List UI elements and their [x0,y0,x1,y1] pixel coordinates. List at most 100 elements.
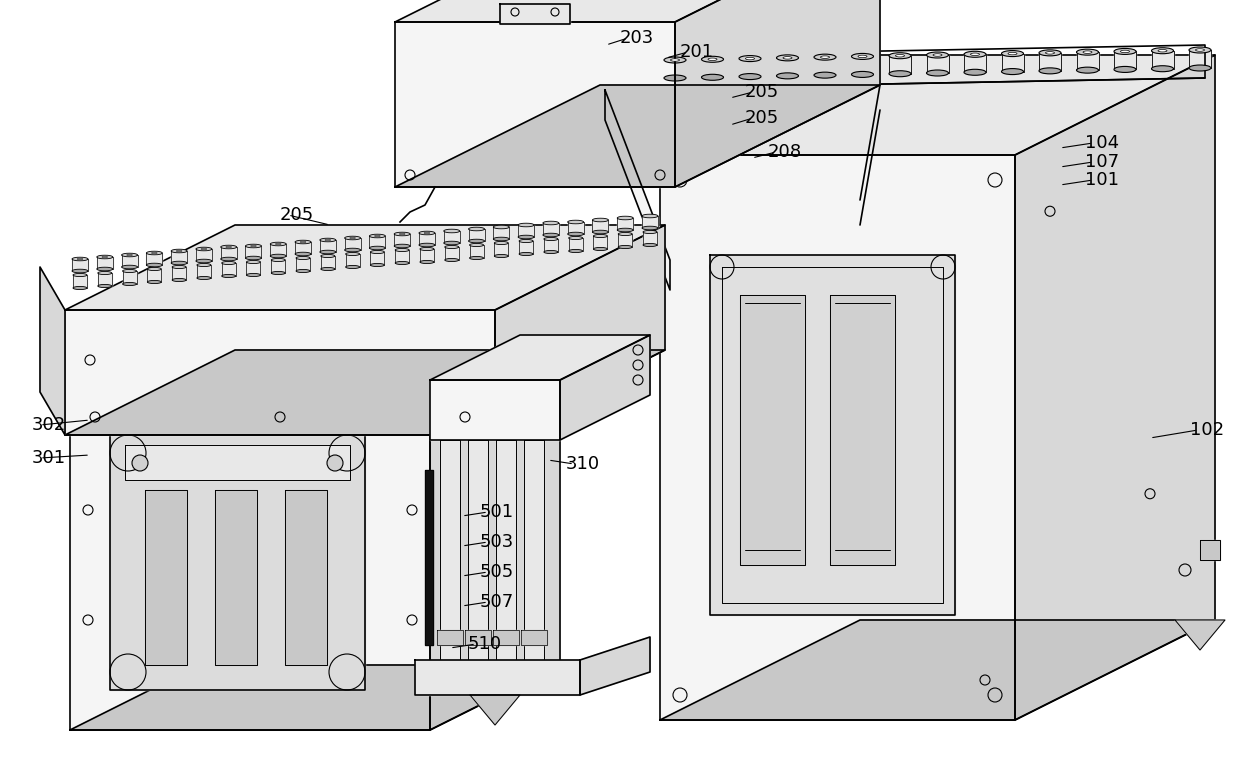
Ellipse shape [123,270,136,273]
Polygon shape [345,238,361,250]
Ellipse shape [196,247,212,251]
Polygon shape [270,244,286,256]
Ellipse shape [889,71,911,77]
Ellipse shape [445,259,459,262]
Polygon shape [110,435,365,690]
Ellipse shape [394,232,410,236]
Polygon shape [702,60,723,78]
Polygon shape [619,234,632,247]
Ellipse shape [221,257,237,261]
Ellipse shape [295,240,311,244]
Polygon shape [320,240,336,252]
Ellipse shape [374,235,381,237]
Ellipse shape [663,57,686,63]
Polygon shape [272,260,285,273]
Text: 205: 205 [280,206,314,224]
Ellipse shape [320,238,336,241]
Ellipse shape [98,271,112,274]
Polygon shape [445,247,459,260]
Ellipse shape [569,249,583,252]
Text: 503: 503 [480,533,515,551]
Polygon shape [543,223,559,235]
Polygon shape [215,490,257,665]
Ellipse shape [852,71,873,78]
Text: 201: 201 [680,43,714,61]
Ellipse shape [1114,67,1136,72]
Polygon shape [125,445,350,480]
Ellipse shape [196,260,212,263]
Circle shape [131,455,148,471]
Polygon shape [97,257,113,269]
Ellipse shape [345,249,361,252]
Polygon shape [246,246,262,258]
Ellipse shape [97,267,113,270]
Polygon shape [1200,540,1220,560]
Polygon shape [69,665,560,730]
Ellipse shape [345,236,361,240]
Polygon shape [1152,51,1173,69]
Ellipse shape [1158,49,1167,52]
Polygon shape [470,695,520,725]
Polygon shape [321,256,335,269]
Text: 302: 302 [32,416,66,434]
Ellipse shape [247,260,260,263]
Ellipse shape [594,248,608,251]
Ellipse shape [1039,50,1061,56]
Ellipse shape [295,252,311,256]
Ellipse shape [671,59,680,61]
Ellipse shape [98,285,112,288]
Ellipse shape [619,245,632,249]
Ellipse shape [494,225,510,229]
Text: 208: 208 [768,143,802,161]
Polygon shape [580,637,650,695]
Polygon shape [568,222,584,234]
Ellipse shape [396,261,409,264]
Ellipse shape [926,70,949,76]
Ellipse shape [469,227,485,230]
Polygon shape [889,56,911,74]
Polygon shape [521,630,547,645]
Polygon shape [396,85,880,187]
Text: 107: 107 [1085,153,1120,171]
Polygon shape [830,295,895,565]
Ellipse shape [520,239,533,242]
Ellipse shape [172,278,186,281]
Polygon shape [69,335,560,400]
Text: 205: 205 [745,109,779,127]
Ellipse shape [222,274,236,278]
Polygon shape [346,254,360,267]
Ellipse shape [495,241,508,245]
Ellipse shape [371,263,384,267]
Ellipse shape [97,256,113,259]
Text: 101: 101 [1085,171,1118,189]
Ellipse shape [1076,67,1099,73]
Ellipse shape [594,234,608,238]
Polygon shape [465,630,491,645]
Ellipse shape [73,286,87,289]
Polygon shape [145,490,187,665]
Polygon shape [663,60,686,78]
Ellipse shape [963,51,986,57]
Ellipse shape [1189,47,1211,53]
Ellipse shape [296,270,310,273]
Ellipse shape [895,54,904,57]
Polygon shape [711,255,955,615]
Ellipse shape [745,57,754,60]
Polygon shape [569,238,583,251]
Ellipse shape [176,250,182,252]
Ellipse shape [971,53,980,56]
Ellipse shape [495,255,508,258]
Ellipse shape [126,254,133,256]
Polygon shape [963,54,986,72]
Polygon shape [813,57,836,75]
Ellipse shape [300,241,306,243]
Polygon shape [594,236,608,249]
Ellipse shape [593,218,609,222]
Ellipse shape [858,55,867,58]
Ellipse shape [702,74,723,80]
Polygon shape [618,218,634,230]
Ellipse shape [642,214,658,218]
Polygon shape [40,267,64,435]
Ellipse shape [494,238,510,241]
Polygon shape [396,0,880,22]
